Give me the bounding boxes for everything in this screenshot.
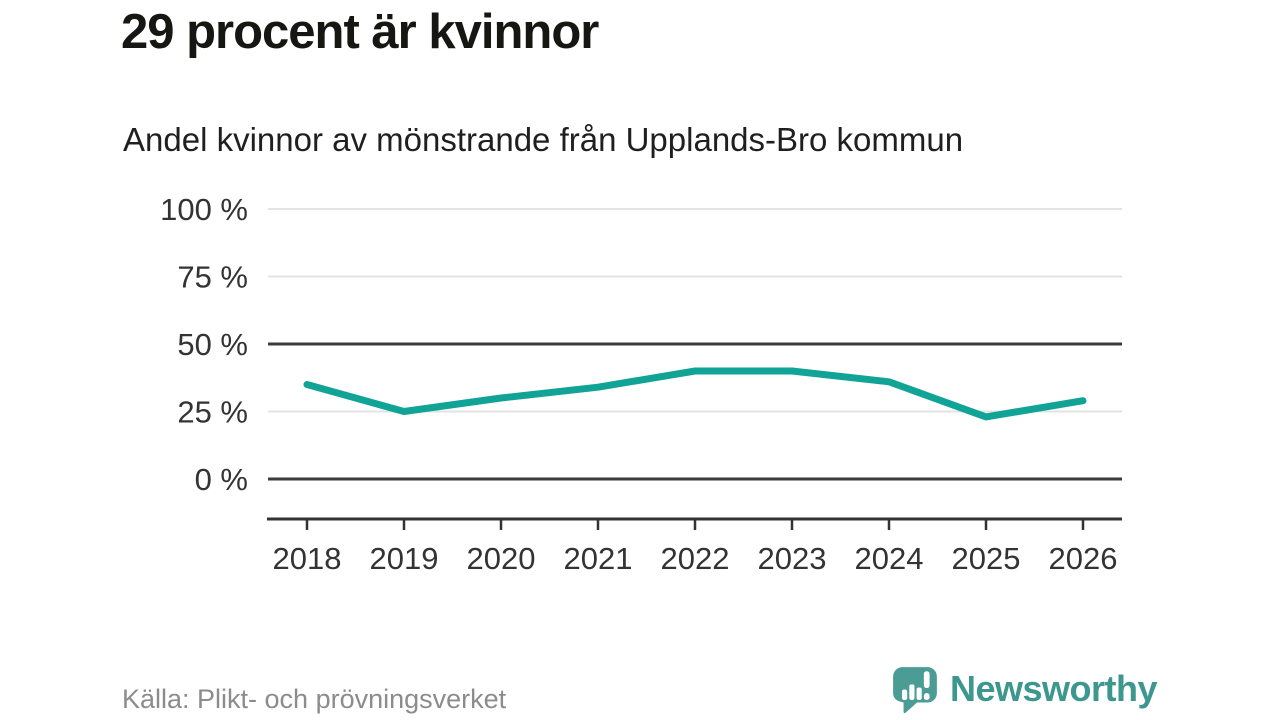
x-tick-label: 2023 bbox=[758, 541, 827, 576]
y-tick-label: 50 % bbox=[177, 327, 248, 362]
y-tick-label: 75 % bbox=[177, 260, 248, 295]
x-tick-label: 2021 bbox=[564, 541, 633, 576]
x-tick-label: 2022 bbox=[661, 541, 730, 576]
x-tick-label: 2026 bbox=[1049, 541, 1118, 576]
logo-bar-1 bbox=[901, 689, 908, 700]
newsworthy-logo-icon bbox=[893, 667, 937, 714]
logo-bubble bbox=[893, 667, 937, 714]
y-tick-label: 0 % bbox=[195, 462, 248, 497]
newsworthy-logo: Newsworthy bbox=[890, 663, 1158, 715]
page-title: 29 procent är kvinnor bbox=[121, 5, 599, 59]
x-tick-label: 2020 bbox=[467, 541, 536, 576]
data-line-andel-kvinnor bbox=[303, 367, 1087, 421]
chart-subtitle: Andel kvinnor av mönstrande från Uppland… bbox=[123, 121, 964, 158]
logo-exclamation-dot bbox=[923, 693, 930, 700]
newsworthy-logo-text: Newsworthy bbox=[949, 668, 1158, 709]
y-tick-label: 25 % bbox=[177, 395, 248, 430]
x-tick-label: 2019 bbox=[370, 541, 439, 576]
logo-bar-2 bbox=[909, 684, 915, 700]
logo-exclamation-stem bbox=[923, 671, 930, 688]
x-tick-label: 2018 bbox=[273, 541, 342, 576]
logo-bar-3 bbox=[916, 687, 922, 700]
x-tick-label: 2024 bbox=[855, 541, 924, 576]
y-tick-label: 100 % bbox=[160, 192, 248, 227]
x-tick-label: 2025 bbox=[952, 541, 1021, 576]
source-note: Källa: Plikt- och prövningsverket bbox=[122, 684, 507, 714]
